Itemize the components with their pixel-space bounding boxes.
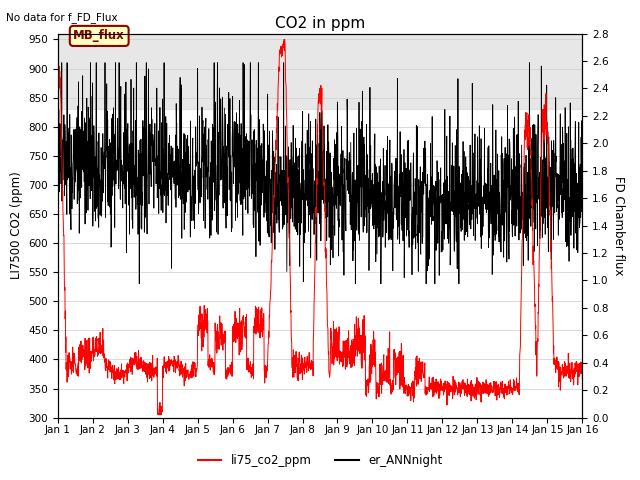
Title: CO2 in ppm: CO2 in ppm [275, 16, 365, 31]
Bar [58, 34, 582, 109]
Text: MB_flux: MB_flux [74, 29, 125, 42]
Y-axis label: FD Chamber flux: FD Chamber flux [612, 176, 625, 276]
Legend: li75_co2_ppm, er_ANNnight: li75_co2_ppm, er_ANNnight [193, 449, 447, 472]
Y-axis label: LI7500 CO2 (ppm): LI7500 CO2 (ppm) [10, 172, 22, 279]
Text: No data for f_FD_Flux: No data for f_FD_Flux [6, 12, 118, 23]
